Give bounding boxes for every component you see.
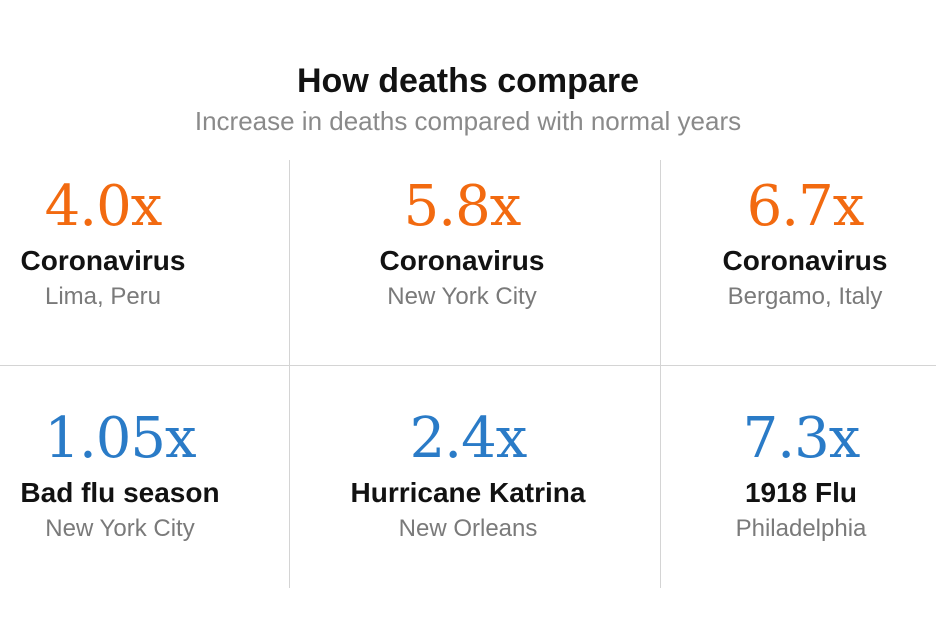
stat-place: Philadelphia [735, 515, 867, 542]
stat-value: 1.05x [44, 406, 196, 471]
row-divider [0, 365, 936, 366]
column-divider [660, 160, 661, 588]
comparison-grid: 4.0x Coronavirus Lima, Peru 5.8x Coronav… [0, 160, 936, 588]
stat-card-bergamo: 6.7x Coronavirus Bergamo, Italy [661, 172, 936, 312]
stat-card-katrina: 2.4x Hurricane Katrina New Orleans [290, 404, 646, 544]
stat-value: 4.0x [44, 174, 163, 239]
stat-value: 5.8x [403, 174, 522, 239]
page-title: How deaths compare [297, 62, 639, 100]
stat-label: 1918 Flu [744, 477, 858, 508]
stat-label: Hurricane Katrina [350, 477, 586, 508]
column-divider [289, 160, 290, 588]
page-subtitle: Increase in deaths compared with normal … [194, 106, 742, 136]
stat-place: New York City [45, 515, 195, 542]
stat-place: Bergamo, Italy [727, 283, 883, 310]
stat-value: 7.3x [742, 406, 861, 471]
stat-label: Coronavirus [20, 245, 186, 276]
stat-place: New York City [387, 283, 537, 310]
stat-card-1918-flu: 7.3x 1918 Flu Philadelphia [661, 404, 936, 544]
stat-card-lima: 4.0x Coronavirus Lima, Peru [0, 172, 206, 312]
stat-label: Coronavirus [722, 245, 888, 276]
stat-label: Bad flu season [20, 477, 220, 508]
stat-place: New Orleans [398, 515, 538, 542]
stat-card-bad-flu: 1.05x Bad flu season New York City [0, 404, 240, 544]
stat-value: 6.7x [746, 174, 865, 239]
header: How deaths compare Increase in deaths co… [0, 58, 936, 136]
stat-label: Coronavirus [379, 245, 545, 276]
stat-card-nyc-coronavirus: 5.8x Coronavirus New York City [290, 172, 634, 312]
stat-value: 2.4x [409, 406, 528, 471]
stat-place: Lima, Peru [44, 283, 162, 310]
